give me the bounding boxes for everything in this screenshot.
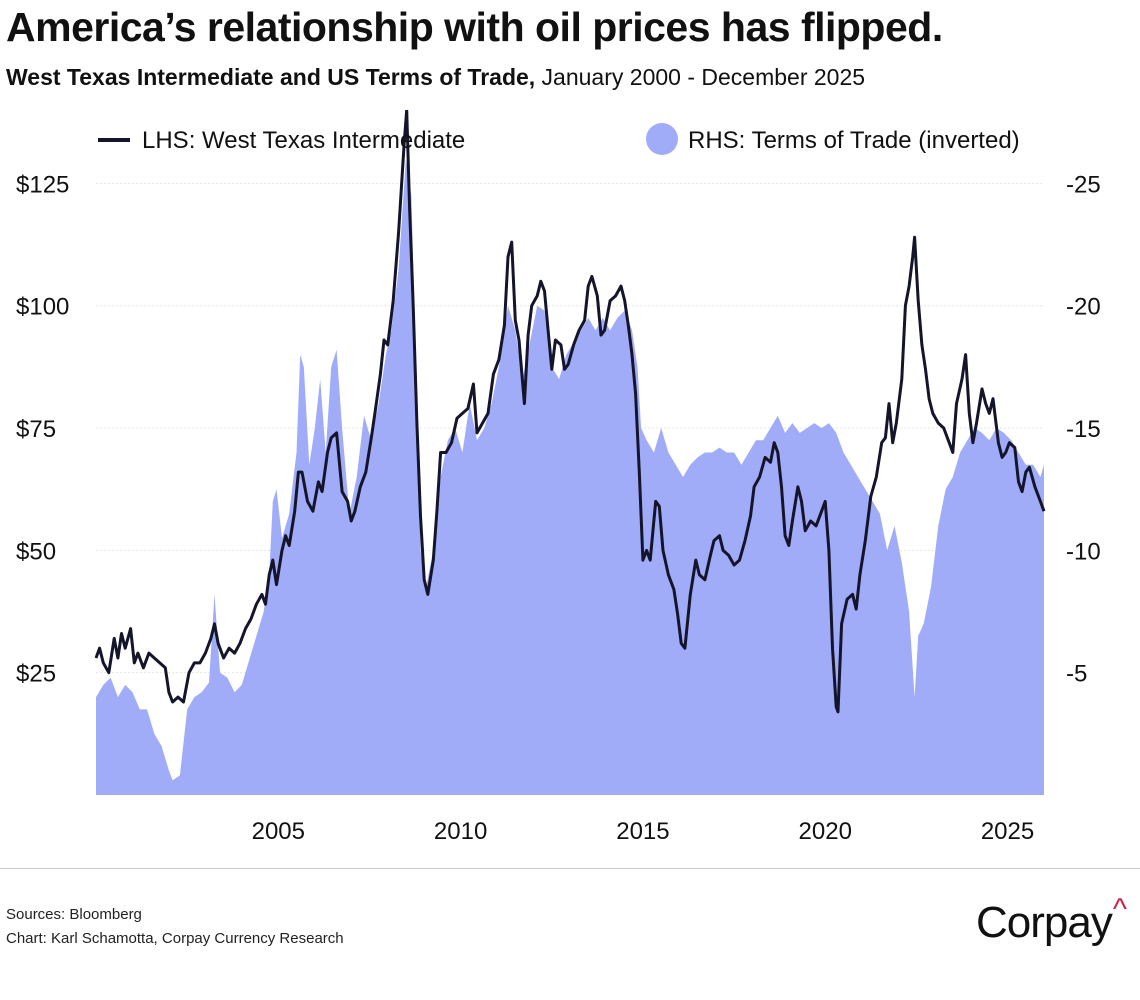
sources-note: Sources: Bloomberg [6, 906, 142, 923]
x-axis-tick-label: 2025 [981, 818, 1034, 845]
legend-area-swatch [646, 123, 678, 155]
left-axis-tick-label: $100 [16, 294, 69, 321]
logo-text: Corpay [976, 898, 1113, 947]
left-axis-tick-label: $50 [16, 538, 56, 565]
subtitle-range: January 2000 - December 2025 [535, 64, 866, 90]
terms-of-trade-area [96, 158, 1044, 795]
legend-label-terms-of-trade: RHS: Terms of Trade (inverted) [688, 127, 1020, 154]
left-axis-tick-label: $25 [16, 661, 56, 688]
wti-price-line [94, 108, 1046, 714]
right-axis-tick-label: -10 [1066, 538, 1101, 565]
right-axis-tick-label: -15 [1066, 416, 1101, 443]
x-axis-tick-label: 2020 [799, 818, 852, 845]
chart-title: America’s relationship with oil prices h… [6, 4, 943, 50]
x-axis-tick-label: 2010 [434, 818, 487, 845]
left-axis-tick-label: $125 [16, 171, 69, 198]
x-axis-tick-label: 2005 [252, 818, 305, 845]
right-axis-tick-label: -20 [1066, 294, 1101, 321]
right-axis-tick-label: -25 [1066, 171, 1101, 198]
corpay-logo: Corpay^ [976, 893, 1127, 948]
subtitle-series: West Texas Intermediate and US Terms of … [6, 64, 536, 90]
chart-area: $25 $50 $75 $100 $125 -5 -10 -15 -20 -25 2005 2010 2… [0, 108, 1140, 870]
logo-caret-icon: ^ [1112, 893, 1127, 926]
left-axis-tick-label: $75 [16, 416, 56, 443]
legend-label-wti: LHS: West Texas Intermediate [142, 127, 465, 154]
chart-svg: $25 $50 $75 $100 $125 -5 -10 -15 -20 -25 2005 2010 2… [16, 108, 1101, 845]
chart-subtitle: West Texas Intermediate and US Terms of … [6, 64, 865, 91]
x-axis-tick-label: 2015 [616, 818, 669, 845]
chart-credit: Chart: Karl Schamotta, Corpay Currency R… [6, 930, 344, 947]
footer-divider [0, 868, 1140, 869]
right-axis-tick-label: -5 [1066, 661, 1087, 688]
